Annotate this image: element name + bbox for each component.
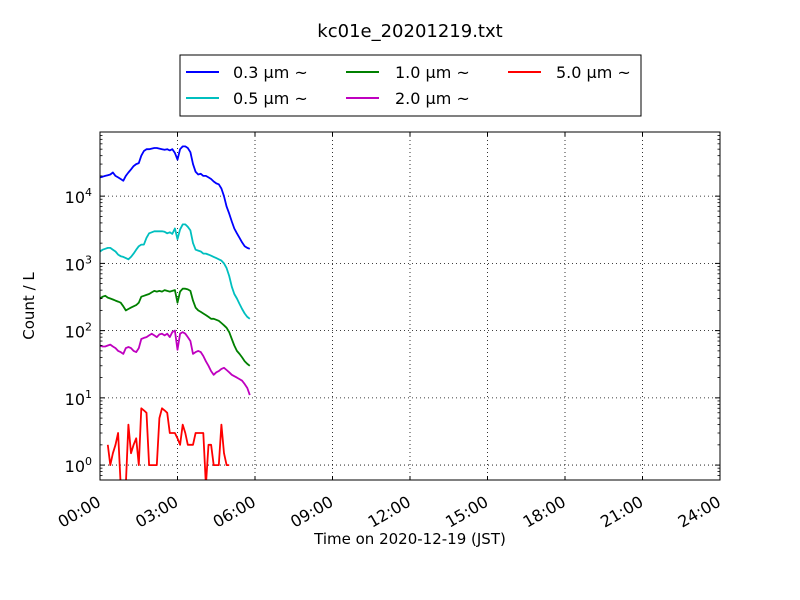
x-tick-label: 18:00 [520,492,569,532]
legend-box [179,54,642,117]
x-axis-label: Time on 2020-12-19 (JST) [313,530,506,548]
y-axis-label: Count / L [20,272,38,340]
series-0.3um-line [100,145,251,250]
legend-label-5.0um: 5.0 μm ~ [556,63,631,82]
y-tick-labels: 100 101 102 103 104 [65,186,92,476]
x-tick-labels: 00:00 03:00 06:00 09:00 12:00 15:00 18:00 21:00… [55,492,724,532]
y-tick-label: 104 [65,186,92,207]
x-tick-label: 12:00 [365,492,414,532]
grid [100,132,720,480]
y-tick-label: 100 [65,455,92,476]
legend-label-1.0um: 1.0 μm ~ [395,63,470,82]
y-tick-label: 102 [65,321,92,342]
y-tick-label: 103 [65,253,92,274]
series-0.5um-line [100,223,251,320]
legend: 0.3 μm ~ 1.0 μm ~ 5.0 μm ~ 0.5 μm ~ 2.0 … [186,63,631,108]
x-tick-label: 24:00 [675,492,724,532]
series-5.0um-line [106,407,230,480]
legend-label-2.0um: 2.0 μm ~ [395,89,470,108]
x-tick-label: 09:00 [287,492,336,532]
chart-title: kc01e_20201219.txt [317,21,502,42]
legend-label-0.5um: 0.5 μm ~ [233,89,308,108]
x-tick-label: 15:00 [442,492,491,532]
x-tick-label: 00:00 [55,492,104,532]
y-tick-label: 101 [65,388,92,409]
series-2.0um-line [100,329,251,396]
series-layer [100,145,251,480]
x-tick-label: 21:00 [597,492,646,532]
x-tick-label: 03:00 [132,492,181,532]
legend-label-0.3um: 0.3 μm ~ [233,63,308,82]
series-1.0um-line [100,287,251,367]
x-tick-label: 06:00 [210,492,259,532]
ticks [99,132,721,481]
plot-area [100,132,720,480]
